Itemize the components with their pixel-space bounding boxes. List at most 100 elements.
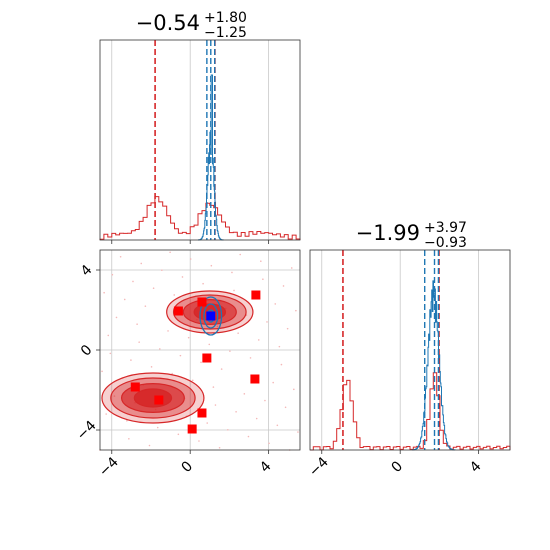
joint-background-point (150, 366, 153, 368)
joint-background-point (140, 262, 143, 265)
joint-xtick-label: 4 (257, 458, 275, 476)
joint-background-point (105, 413, 107, 415)
joint-background-point (293, 388, 295, 391)
joint-background-point (187, 336, 190, 339)
joint-background-point (148, 444, 151, 447)
joint-red-marker (251, 290, 261, 300)
param2-axes-frame (309, 249, 511, 451)
joint-background-point (136, 323, 138, 325)
joint-background-point (111, 273, 114, 276)
joint-background-point (233, 289, 235, 292)
joint-background-point (191, 379, 194, 382)
param2-blue-histogram (411, 280, 456, 451)
param2-title-upper: +3.97 (424, 220, 467, 236)
joint-background-point (272, 381, 274, 384)
param2-histogram-panel: −4 0 4 (306, 249, 511, 480)
param2-title-median: −1.99 (356, 221, 420, 245)
joint-background-point (115, 316, 118, 319)
joint-background-point (130, 359, 132, 361)
param2-xtick-label: 4 (467, 458, 485, 476)
joint-background-point (169, 251, 171, 254)
joint-background-point (167, 330, 169, 332)
joint-red-marker (154, 395, 164, 405)
joint-blue-contour-level (203, 303, 219, 329)
param2-xtick-label: −4 (306, 454, 332, 480)
joint-background-point (212, 386, 215, 388)
joint-background-point (119, 255, 122, 258)
joint-background-point (284, 406, 287, 409)
joint-background-point (290, 267, 293, 269)
param1-title-upper: +1.80 (204, 10, 247, 26)
joint-background-point (171, 372, 173, 375)
joint-background-point (144, 305, 147, 307)
joint-red-marker (202, 353, 212, 363)
joint-background-point (101, 370, 103, 373)
joint-red-marker (250, 374, 260, 384)
joint-background-point (220, 368, 223, 370)
joint-background-point (198, 440, 200, 442)
joint-ytick-label: 4 (78, 262, 96, 280)
joint-background-point (278, 345, 281, 348)
joint-background-point (249, 357, 252, 359)
joint-background-point (257, 339, 260, 341)
joint-background-point (138, 341, 140, 343)
joint-background-point (268, 442, 270, 445)
joint-background-point (113, 395, 116, 397)
joint-background-point (103, 291, 105, 294)
joint-red-marker (197, 297, 207, 307)
joint-background-point (214, 404, 217, 406)
joint-background-point (255, 417, 258, 420)
joint-background-point (156, 426, 159, 429)
joint-background-point (264, 399, 266, 402)
joint-ytick-label: 0 (78, 342, 96, 360)
param2-xtick-label: 0 (389, 458, 407, 476)
joint-red-contour-level (133, 388, 173, 408)
param1-axes-frame (99, 39, 301, 241)
joint-blue-marker (206, 311, 216, 321)
joint-background-point (218, 446, 221, 449)
joint-background-point (200, 361, 202, 364)
joint-background-point (295, 309, 297, 312)
param2-title-lower: −0.93 (424, 235, 467, 251)
joint-background-point (235, 410, 237, 413)
joint-background-point (229, 350, 231, 352)
joint-scatter-panel: −4 0 4 −4 0 4 (74, 249, 301, 480)
joint-background-point (262, 278, 264, 281)
joint-red-marker (173, 306, 183, 316)
joint-background-point (189, 258, 192, 260)
joint-background-point (177, 433, 180, 436)
param1-red-histogram (99, 196, 301, 240)
joint-red-marker (130, 382, 140, 392)
joint-blue-contour-level (199, 296, 223, 336)
joint-background-point (210, 264, 213, 267)
param2-red-histogram (310, 372, 511, 451)
joint-background-point (152, 287, 155, 290)
joint-background-point (297, 431, 299, 433)
joint-background-point (126, 419, 128, 422)
joint-background-point (206, 422, 209, 424)
joint-red-marker (197, 408, 207, 418)
joint-background-point (231, 271, 233, 274)
joint-background-point (109, 352, 112, 355)
joint-background-point (227, 428, 229, 431)
joint-background-point (128, 437, 130, 440)
joint-background-point (216, 325, 219, 328)
joint-background-point (286, 327, 289, 330)
joint-background-point (274, 303, 277, 305)
joint-background-point (123, 298, 126, 301)
joint-background-point (243, 393, 246, 395)
joint-background-point (239, 253, 242, 256)
joint-background-point (266, 321, 268, 323)
joint-background-point (282, 285, 285, 287)
param1-histogram-panel (99, 39, 301, 244)
joint-background-point (181, 276, 184, 278)
param2-title: −1.99 +3.97 −0.93 (356, 220, 467, 251)
joint-background-point (132, 280, 134, 283)
joint-background-point (280, 363, 283, 366)
joint-background-point (202, 282, 204, 285)
joint-background-point (276, 424, 279, 427)
joint-background-point (173, 294, 176, 296)
joint-background-point (107, 334, 110, 337)
joint-background-point (260, 260, 262, 263)
